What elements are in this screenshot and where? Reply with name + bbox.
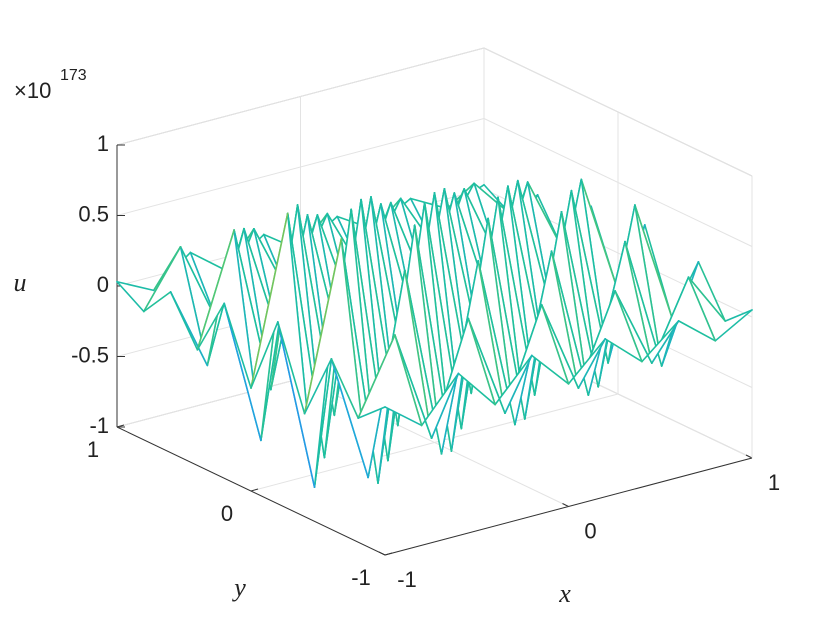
mesh-edge <box>550 250 580 389</box>
mesh-edge <box>143 246 182 313</box>
mesh-edge <box>714 309 753 342</box>
mesh-edge <box>250 212 289 389</box>
mesh-face <box>314 209 378 488</box>
mesh-edge <box>467 317 506 414</box>
mesh-edge <box>403 269 433 440</box>
mesh-edge <box>634 204 673 318</box>
mesh-edge <box>477 259 506 414</box>
y-axis-label: y <box>231 573 246 602</box>
mesh-face <box>441 260 505 454</box>
mesh-edge <box>634 204 663 367</box>
axis-line <box>116 426 386 556</box>
mesh-edge <box>223 302 252 389</box>
mesh-face <box>431 318 496 439</box>
x-tick <box>745 454 753 459</box>
mesh-edge <box>116 280 145 313</box>
mesh-edge <box>143 291 172 313</box>
mesh-face <box>117 246 181 312</box>
x-tick-label: 1 <box>768 470 780 495</box>
mesh-edge <box>357 334 396 419</box>
mesh-edge <box>467 317 496 406</box>
mesh-edge <box>567 338 607 385</box>
y-tick-label: -1 <box>351 565 371 590</box>
y-tick-label: 1 <box>87 437 99 462</box>
mesh-edge <box>330 357 369 479</box>
z-tick-label: 0.5 <box>78 201 109 226</box>
mesh-face <box>688 277 752 341</box>
mesh-edge <box>457 372 496 406</box>
z-tick-label: 1 <box>97 131 109 156</box>
mesh-face <box>197 230 261 441</box>
mesh-edge <box>687 276 727 322</box>
mesh-edge <box>430 372 460 440</box>
mesh-edge <box>384 406 423 427</box>
mesh-face <box>368 270 432 478</box>
mesh-edge <box>614 290 653 364</box>
mesh-edge <box>276 321 316 488</box>
z-tick-label: 0 <box>97 272 109 297</box>
mesh-face <box>451 218 515 452</box>
mesh-face <box>514 251 579 425</box>
x-axis-label: x <box>558 579 571 608</box>
mesh-edge <box>580 178 619 292</box>
mesh-face <box>277 239 342 488</box>
mesh-edge <box>624 240 653 364</box>
mesh-edge <box>303 238 343 415</box>
mesh-face <box>251 213 315 488</box>
mesh-edge <box>687 276 717 342</box>
mesh-face <box>358 335 422 426</box>
x-tick-label: -1 <box>397 567 417 592</box>
y-tick <box>116 424 125 428</box>
mesh-face <box>224 213 288 441</box>
z-axis-label: u <box>14 268 27 297</box>
mesh-edge <box>169 291 199 351</box>
mesh-edge <box>614 290 643 363</box>
mesh-edge <box>357 406 386 419</box>
y-tick <box>250 488 259 492</box>
mesh-edge <box>394 334 423 427</box>
exponent-power: 173 <box>60 67 87 84</box>
x-tick-label: 0 <box>584 518 596 543</box>
mesh-edge <box>116 280 155 292</box>
mesh-face <box>588 241 652 396</box>
z-tick-label: -1 <box>89 413 109 438</box>
mesh-edge <box>697 260 727 322</box>
mesh-edge <box>504 354 533 414</box>
mesh-face <box>378 225 442 484</box>
mesh-edge <box>724 309 753 322</box>
mesh-face <box>524 211 589 419</box>
mesh-edge <box>650 320 680 364</box>
exponent-base: ×10 <box>14 78 51 103</box>
mesh-face <box>578 291 642 389</box>
mesh-edge <box>420 372 460 427</box>
x-tick <box>562 503 569 507</box>
mesh-edge <box>276 321 306 415</box>
mesh-edge <box>196 229 235 351</box>
axis-line <box>384 457 753 556</box>
mesh-edge <box>250 321 279 389</box>
mesh-edge <box>530 354 570 385</box>
mesh-face <box>651 277 716 364</box>
mesh-edge <box>540 303 570 385</box>
mesh-face <box>598 205 662 387</box>
mesh-face <box>143 246 208 366</box>
mesh-edge <box>577 338 607 389</box>
mesh-edge <box>494 354 533 406</box>
y-tick-label: 0 <box>221 501 233 526</box>
mesh-edge <box>330 357 360 419</box>
mesh-edge <box>604 338 643 363</box>
mesh-face <box>331 335 395 478</box>
mesh-edge <box>196 302 225 351</box>
mesh-edge <box>540 303 580 389</box>
mesh-edge <box>303 357 333 415</box>
mesh-edge <box>223 302 262 442</box>
mesh-edge <box>677 320 717 342</box>
mesh-edge <box>189 251 228 272</box>
z-tick-label: -0.5 <box>71 342 109 367</box>
mesh-edge <box>394 334 433 440</box>
